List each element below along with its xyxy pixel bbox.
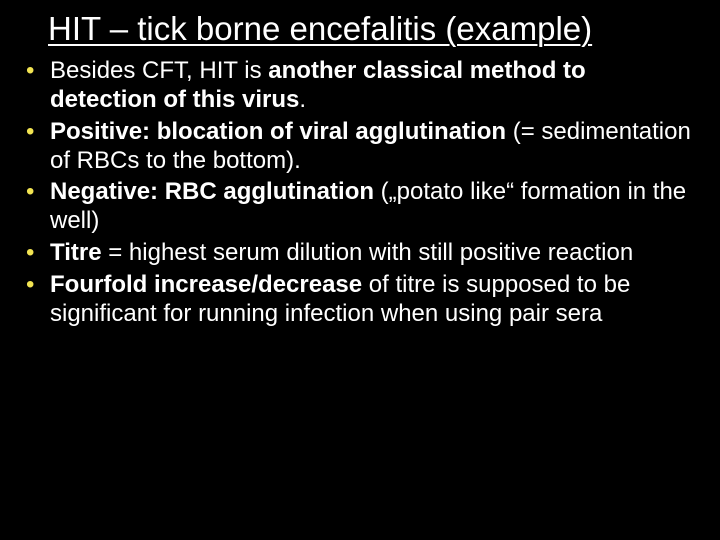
bullet-post: . — [299, 86, 306, 113]
slide: HIT – tick borne encefalitis (example) B… — [0, 0, 720, 540]
bullet-list: Besides CFT, HIT is another classical me… — [24, 57, 696, 328]
bullet-post: = highest serum dilution with still posi… — [102, 239, 634, 266]
bullet-bold: Negative: RBC agglutination — [50, 178, 374, 205]
bullet-bold: Titre — [50, 239, 102, 266]
list-item: Positive: blocation of viral agglutinati… — [24, 118, 696, 176]
bullet-bold: Positive: blocation of viral agglutinati… — [50, 118, 506, 145]
list-item: Negative: RBC agglutination („potato lik… — [24, 178, 696, 236]
list-item: Titre = highest serum dilution with stil… — [24, 239, 696, 268]
list-item: Fourfold increase/decrease of titre is s… — [24, 271, 696, 329]
list-item: Besides CFT, HIT is another classical me… — [24, 57, 696, 115]
slide-title: HIT – tick borne encefalitis (example) — [48, 8, 700, 49]
bullet-pre: Besides CFT, HIT is — [50, 57, 268, 84]
bullet-bold: Fourfold increase/decrease — [50, 271, 362, 298]
